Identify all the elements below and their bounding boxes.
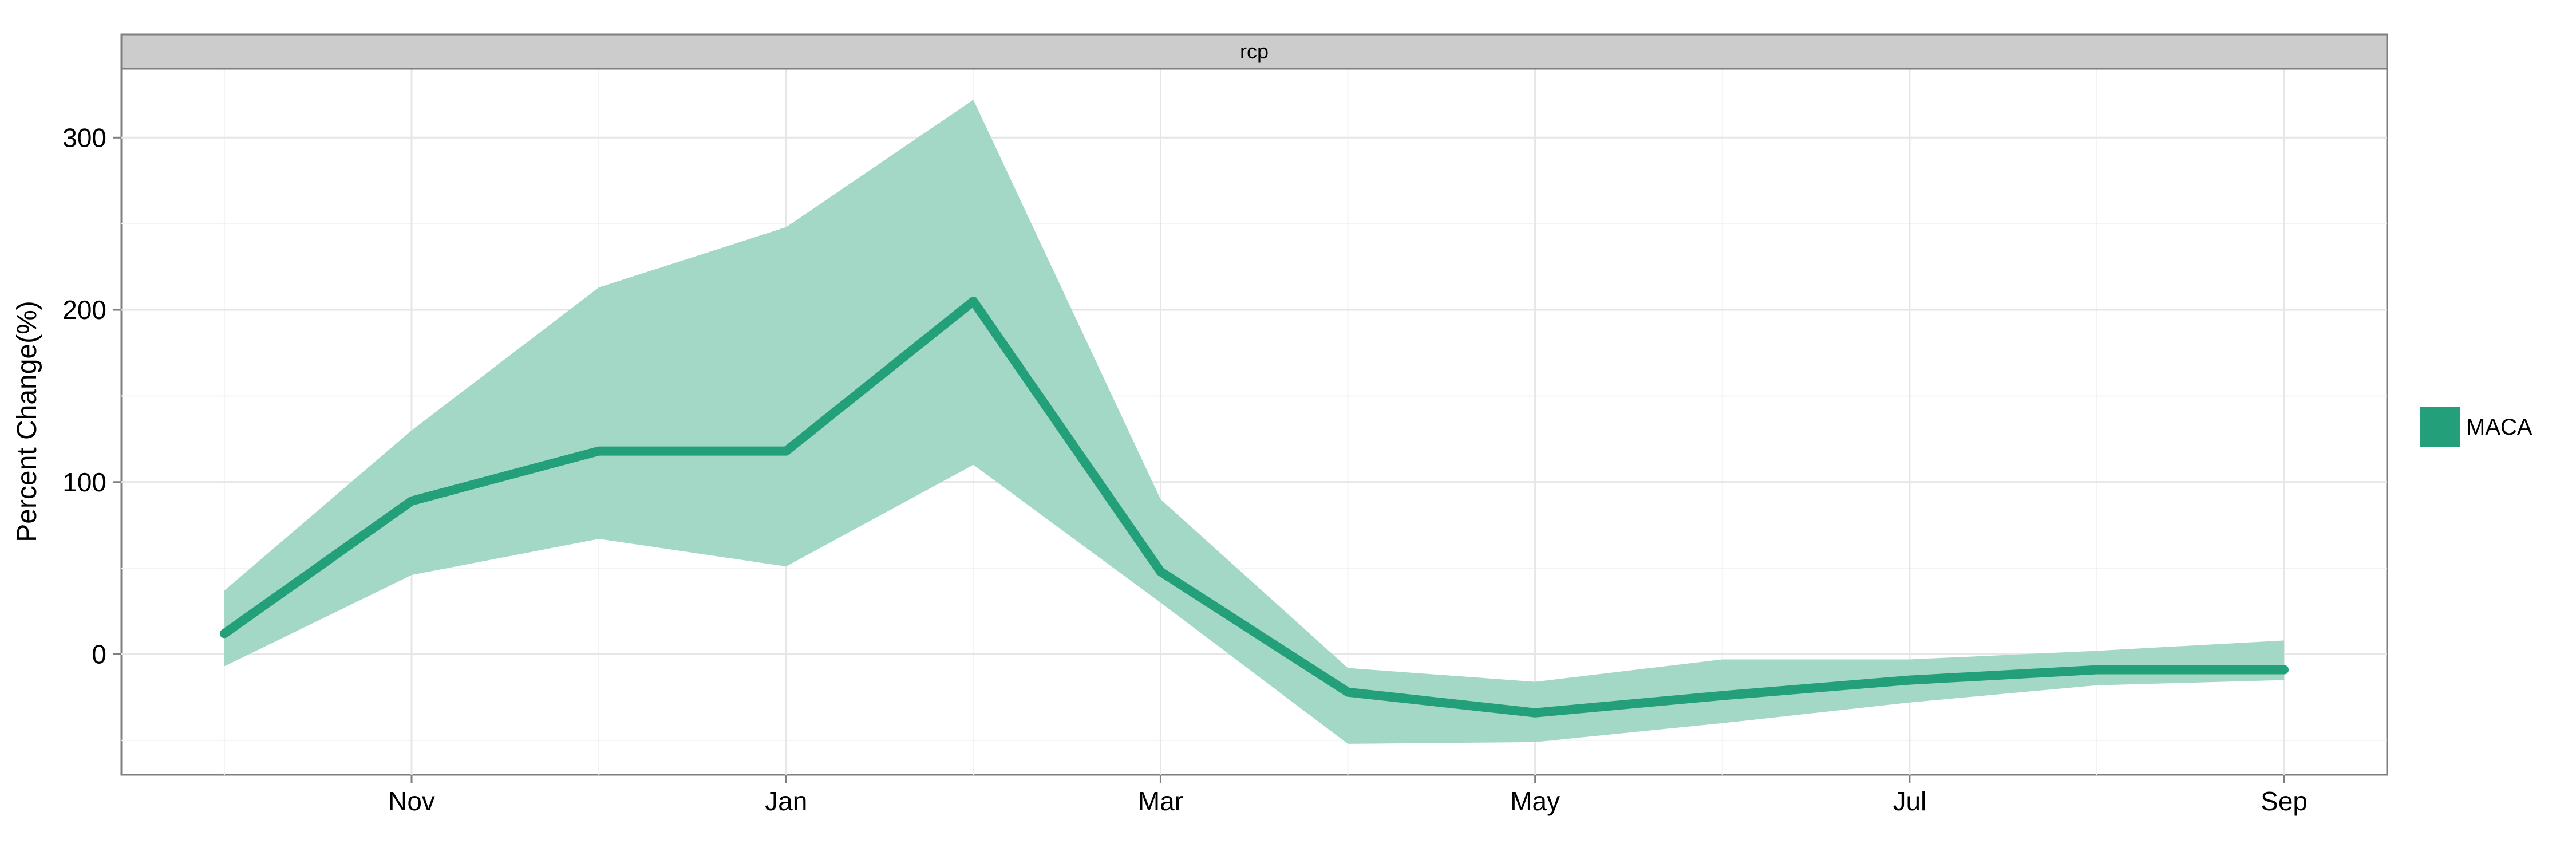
x-tick-label: Sep: [2261, 786, 2308, 816]
x-tick-label: May: [1510, 786, 1560, 816]
legend-swatch-maca: [2420, 407, 2460, 447]
y-axis: 0 100 200 300: [62, 123, 121, 669]
legend: MACA: [2420, 407, 2532, 447]
ribbon-maca: [224, 100, 2285, 744]
x-tick-label: Jul: [1893, 786, 1926, 816]
legend-label: MACA: [2466, 415, 2532, 440]
series-line-maca: [219, 296, 2289, 718]
ribbons: [224, 100, 2285, 744]
y-tick-label: 200: [62, 295, 106, 325]
y-axis-title: Percent Change(%): [12, 301, 42, 542]
y-tick-label: 100: [62, 467, 106, 497]
y-tick-label: 0: [92, 639, 106, 669]
x-tick-label: Nov: [388, 786, 435, 816]
grid-lines: [121, 69, 2387, 775]
panel-strip: [120, 33, 2388, 70]
panel-strip-label: rcp: [1240, 40, 1269, 63]
x-axis: Nov Jan Mar May Jul Sep: [388, 775, 2308, 816]
y-tick-label: 300: [62, 123, 106, 152]
x-tick-label: Mar: [1138, 786, 1183, 816]
x-tick-label: Jan: [765, 786, 807, 816]
series-lines: [219, 296, 2289, 718]
